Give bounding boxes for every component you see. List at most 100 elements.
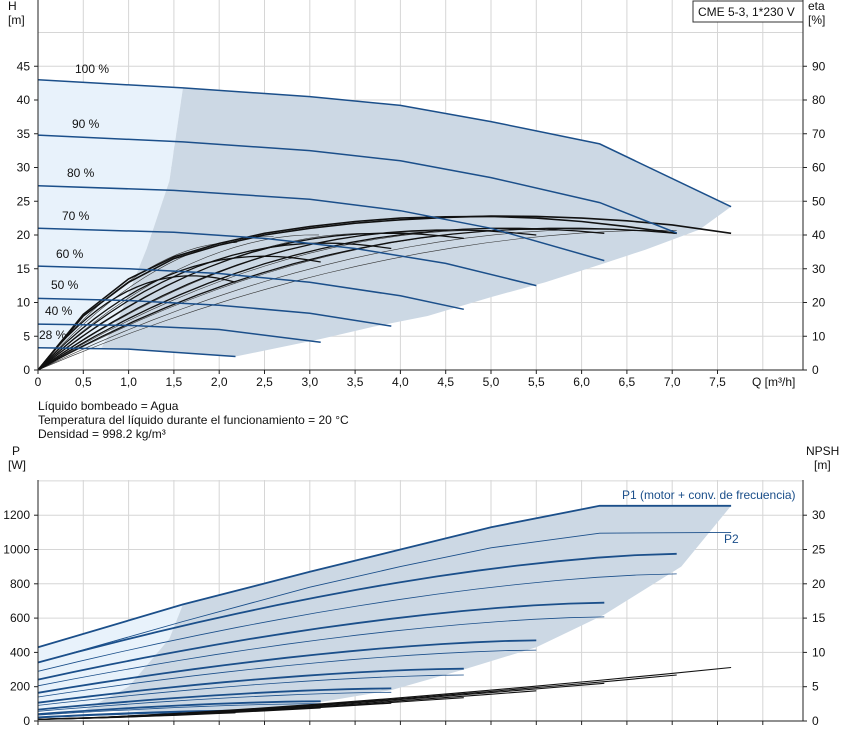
title-box bbox=[692, 0, 804, 23]
top-x-tick-label: 2,5 bbox=[256, 375, 273, 389]
top-x-tick-label: 7,5 bbox=[709, 375, 726, 389]
top-y-right-tick-label: 80 bbox=[812, 93, 826, 107]
bottom-operating-range bbox=[38, 505, 732, 713]
top-y-left-label: H bbox=[8, 0, 17, 13]
efficiency-curve bbox=[37, 275, 236, 371]
top-y-left-tick-label: 20 bbox=[17, 228, 31, 242]
power-p1-curve bbox=[37, 601, 605, 681]
speed-label: 100 % bbox=[75, 62, 109, 76]
head-curve bbox=[37, 79, 732, 208]
speed-label: 60 % bbox=[56, 247, 84, 261]
top-y-left-tick-label: 40 bbox=[17, 93, 31, 107]
top-x-tick-label: 1,5 bbox=[166, 375, 183, 389]
bottom-y-right-tick-label: 0 bbox=[812, 714, 819, 728]
efficiency-curve bbox=[37, 227, 605, 371]
speed-label: 80 % bbox=[67, 166, 95, 180]
info-line-density: Densidad = 998.2 kg/m³ bbox=[38, 427, 166, 441]
top-y-right-tick-label: 30 bbox=[812, 262, 826, 276]
bottom-y-left-tick-label: 600 bbox=[10, 611, 30, 625]
power-p1-curve bbox=[37, 639, 537, 694]
speed-label: 50 % bbox=[51, 278, 79, 292]
top-y-right-tick-label: 50 bbox=[812, 194, 826, 208]
efficiency-main-curve bbox=[37, 215, 677, 371]
top-y-left-tick-label: 5 bbox=[23, 329, 30, 343]
top-x-tick-label: 6,0 bbox=[573, 375, 590, 389]
bottom-y-right-unit: [m] bbox=[814, 458, 831, 472]
bottom-chart-curves bbox=[37, 504, 732, 720]
bottom-y-right-tick-label: 15 bbox=[812, 611, 826, 625]
top-y-left-tick-label: 30 bbox=[17, 161, 31, 175]
legend-p2: P2 bbox=[724, 532, 739, 546]
top-x-tick-label: 3,0 bbox=[301, 375, 318, 389]
top-y-right-tick-label: 20 bbox=[812, 296, 826, 310]
head-curve bbox=[37, 227, 537, 287]
top-y-left-tick-label: 0 bbox=[23, 363, 30, 377]
top-x-tick-label: 0,5 bbox=[75, 375, 92, 389]
power-p1-curve bbox=[37, 709, 236, 719]
speed-label: 90 % bbox=[72, 117, 100, 131]
top-x-tick-label: 6,5 bbox=[619, 375, 636, 389]
top-y-left-unit: [m] bbox=[8, 13, 25, 27]
top-x-tick-label: 7,0 bbox=[664, 375, 681, 389]
bottom-y-left-unit: [W] bbox=[8, 458, 26, 472]
power-p2-curve bbox=[37, 616, 605, 687]
top-x-tick-label: 4,0 bbox=[392, 375, 409, 389]
bottom-y-left-tick-label: 1000 bbox=[3, 543, 30, 557]
power-p2-curve bbox=[37, 674, 464, 706]
bottom-y-left-tick-label: 200 bbox=[10, 680, 30, 694]
power-p1-curve bbox=[37, 552, 677, 664]
top-extended-range bbox=[38, 79, 183, 348]
power-p2-curve bbox=[37, 703, 321, 716]
bottom-extended-range bbox=[38, 604, 183, 711]
top-chart-curves: 100 % 90 % 80 % 70 % 60 % 50 % 40 % 28 % bbox=[37, 62, 732, 371]
power-p2-curve bbox=[37, 649, 537, 698]
top-x-tick-label: 5,0 bbox=[483, 375, 500, 389]
speed-label: 28 % bbox=[39, 328, 67, 342]
top-operating-area bbox=[101, 87, 732, 357]
power-envelope-curve bbox=[37, 531, 732, 664]
bottom-chart-axes: 0 200 400 600 800 1000 1200 0 5 10 15 20 25 30 bbox=[3, 480, 826, 728]
power-p1-curve bbox=[37, 687, 392, 711]
bottom-y-right-tick-label: 20 bbox=[812, 577, 826, 591]
head-curve bbox=[37, 323, 321, 344]
top-y-left-tick-label: 25 bbox=[17, 194, 31, 208]
bottom-operating-area bbox=[83, 505, 732, 713]
speed-label: 70 % bbox=[62, 209, 90, 223]
head-curve bbox=[37, 346, 236, 358]
power-envelope-curve bbox=[37, 504, 732, 649]
top-x-label: Q [m³/h] bbox=[752, 375, 795, 389]
info-line-temperature: Temperatura del líquido durante el funci… bbox=[38, 413, 349, 427]
bottom-y-left-tick-label: 0 bbox=[23, 714, 30, 728]
speed-label: 40 % bbox=[45, 304, 73, 318]
head-curve bbox=[37, 134, 677, 234]
bottom-y-right-label: NPSH bbox=[806, 444, 839, 458]
top-x-tick-label: 5,5 bbox=[528, 375, 545, 389]
top-x-tick-label: 0 bbox=[35, 375, 42, 389]
bottom-y-right-tick-label: 25 bbox=[812, 543, 826, 557]
bottom-y-left-tick-label: 400 bbox=[10, 645, 30, 659]
efficiency-thin-curve bbox=[37, 230, 677, 371]
legend-p1: P1 (motor + conv. de frecuencia) bbox=[622, 488, 796, 502]
info-line-liquid: Líquido bombeado = Agua bbox=[38, 399, 179, 413]
power-p1-curve bbox=[37, 700, 321, 715]
top-y-left-tick-label: 45 bbox=[17, 59, 31, 73]
top-chart-axes: 0 0,5 1,0 1,5 2,0 2,5 3,0 3,5 4,0 4,5 5,0 5,5 6,0 6,5… bbox=[17, 0, 826, 389]
bottom-y-left-tick-label: 800 bbox=[10, 577, 30, 591]
power-p2-curve bbox=[37, 573, 677, 672]
npsh-curve bbox=[37, 712, 236, 720]
top-y-right-tick-label: 0 bbox=[812, 363, 819, 377]
head-curve bbox=[37, 297, 392, 327]
head-curve bbox=[37, 265, 464, 311]
power-p1-curve bbox=[37, 667, 464, 704]
bottom-y-right-tick-label: 5 bbox=[812, 680, 819, 694]
top-y-left-tick-label: 10 bbox=[17, 296, 31, 310]
top-y-right-label: eta bbox=[808, 0, 825, 13]
top-x-tick-label: 1,0 bbox=[120, 375, 137, 389]
efficiency-curve bbox=[37, 232, 464, 371]
top-x-tick-label: 2,0 bbox=[211, 375, 228, 389]
top-y-right-tick-label: 90 bbox=[812, 59, 826, 73]
bottom-y-left-tick-label: 1200 bbox=[3, 508, 30, 522]
top-y-right-tick-label: 40 bbox=[812, 228, 826, 242]
top-x-tick-label: 4,5 bbox=[437, 375, 454, 389]
